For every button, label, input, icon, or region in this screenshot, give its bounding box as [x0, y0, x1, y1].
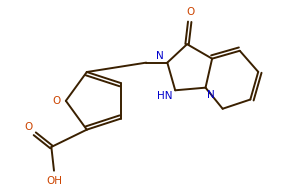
Text: N: N — [207, 90, 215, 100]
Text: HN: HN — [157, 91, 172, 101]
Text: O: O — [186, 7, 194, 17]
Text: O: O — [25, 122, 33, 132]
Text: O: O — [53, 96, 61, 106]
Text: N: N — [156, 51, 164, 61]
Text: OH: OH — [46, 177, 62, 187]
